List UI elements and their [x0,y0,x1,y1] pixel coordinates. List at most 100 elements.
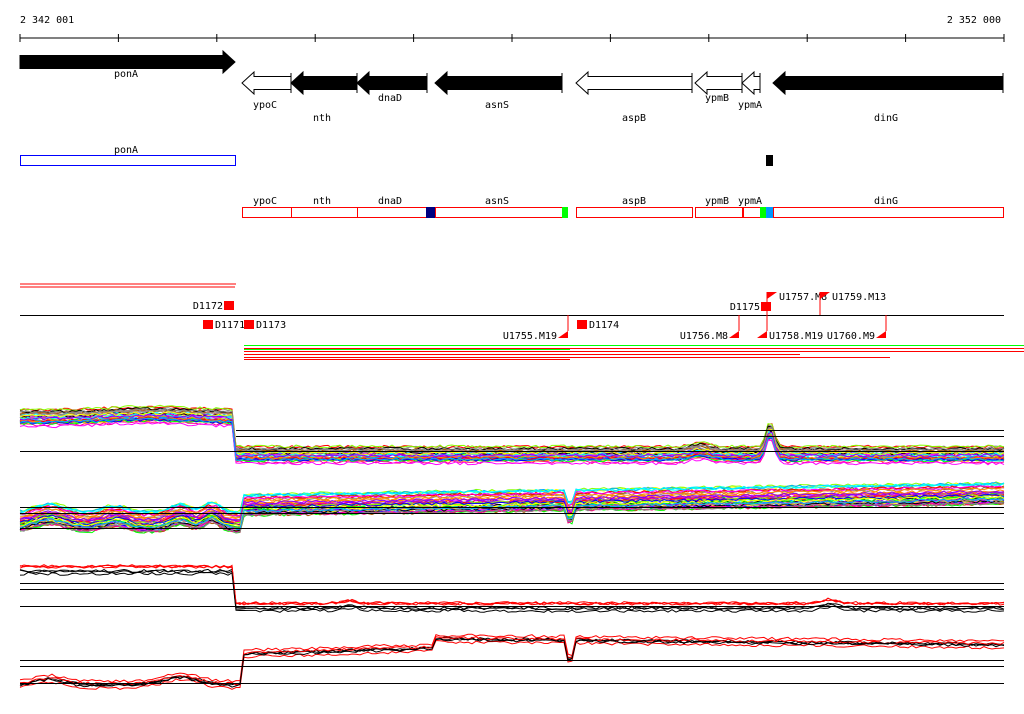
navy-marker [426,207,435,218]
pona-box-label: ponA [114,145,138,156]
expression-series [19,495,1005,528]
gene-arrow-dnaD[interactable] [356,70,428,96]
operon-box-dinG[interactable] [773,207,1004,218]
expression-series [19,564,1005,606]
expression-series [19,501,1005,534]
gene-arrow-aspB[interactable] [575,70,693,96]
feature-track: D1172 D1175 U1757.M8 U1759.M13 D1171 D1173 U17… [20,283,1024,360]
gene-track: ponA ypoC nth dnaD asnS aspB ypmB ypmA dinG [19,49,1004,124]
gene-arrow-ypmA[interactable] [741,70,761,96]
scale-ticks [19,34,1005,42]
operon-label-aspB: aspB [622,196,646,207]
operon-label-dinG: dinG [874,196,898,207]
expression-track-1 [19,404,1005,466]
expression-tracks [19,404,1005,690]
gene-label-ponA: ponA [114,69,138,80]
operon-label-ypmB: ypmB [705,196,729,207]
expression-series [19,571,1005,613]
feature-marker-D1173[interactable] [244,320,254,329]
feature-marker-D1174[interactable] [577,320,587,329]
expression-series [19,417,1004,462]
pona-box[interactable] [20,155,236,166]
gene-label-ypoC: ypoC [253,100,277,111]
operon-box-asnS[interactable] [435,207,563,218]
operon-box-aspB[interactable] [576,207,693,218]
gene-label-dinG: dinG [874,113,898,124]
gene-arrow-ypoC[interactable] [241,70,292,96]
gene-arrow-nth[interactable] [290,70,358,96]
feature-coverage [244,345,1024,360]
feature-marker-U1755.M19[interactable] [558,331,568,338]
expression-series [19,493,1005,526]
gene-label-ypmA: ypmA [738,100,762,111]
scale-start-label: 2 342 001 [20,15,74,26]
scale-end-label: 2 352 000 [947,15,1001,26]
feature-marker-U1756.M8[interactable] [729,331,739,338]
operon-label-dnaD: dnaD [378,196,402,207]
operon-track: ypoC nth dnaD asnS aspB ypmB ypmA dinG [242,196,1004,218]
green-marker [760,207,766,218]
expression-series [19,410,1005,456]
gene-arrow-asnS[interactable] [434,70,563,96]
operon-box-ypmB[interactable] [695,207,743,218]
expression-series [19,413,1005,458]
expression-track-2 [19,481,1005,534]
feature-marker-U1758.M19[interactable] [757,331,767,338]
expression-series [19,568,1005,610]
feature-label-U1759.M13: U1759.M13 [832,292,886,303]
feature-label-U1757.M8: U1757.M8 [779,292,827,303]
feature-label-D1171: D1171 [215,320,245,331]
feature-label-U1758.M19: U1758.M19 [769,331,823,342]
feature-marker-D1175[interactable] [761,302,771,311]
feature-label-D1172: D1172 [193,301,223,312]
feature-label-D1174: D1174 [589,320,619,331]
operon-box-ypoC[interactable] [242,207,292,218]
expression-series [19,639,1005,690]
feature-label-U1755.M19: U1755.M19 [503,331,557,342]
gene-label-aspB: aspB [622,113,646,124]
green-marker [562,207,568,218]
gene-label-nth: nth [313,113,331,124]
expression-series [19,501,1005,533]
gene-label-dnaD: dnaD [378,93,402,104]
feature-markers: D1172 D1175 U1757.M8 U1759.M13 D1171 D1173 U17… [193,292,887,342]
gene-arrow-ponA[interactable] [19,49,236,75]
expression-series [19,405,1005,450]
scale-ruler: 2 342 001 2 352 000 [19,15,1005,42]
expression-series [19,490,1005,522]
black-marker [766,155,773,166]
feature-label-D1173: D1173 [256,320,286,331]
feature-label-U1756.M8: U1756.M8 [680,331,728,342]
expression-series [19,633,1005,684]
feature-label-D1175: D1175 [730,302,760,313]
expression-series [19,482,1005,515]
feature-marker-U1757.M8[interactable] [767,292,777,299]
pona-track: ponA [20,145,773,166]
gene-label-asnS: asnS [485,100,509,111]
expression-track-4 [19,633,1005,690]
feature-label-U1760.M9: U1760.M9 [827,331,875,342]
blue-marker [766,207,773,218]
operon-label-ypoC: ypoC [253,196,277,207]
feature-marker-D1171[interactable] [203,320,213,329]
feature-marker-U1760.M9[interactable] [876,331,886,338]
operon-box-nth[interactable] [291,207,358,218]
expression-series [19,422,1005,466]
operon-label-asnS: asnS [485,196,509,207]
feature-marker-D1172[interactable] [224,301,234,310]
gene-arrow-ypmB[interactable] [694,70,743,96]
feature-marker-U1759.M13[interactable] [820,292,830,299]
operon-label-ypmA: ypmA [738,196,762,207]
expression-track-3 [19,564,1005,613]
expression-series [19,407,1005,452]
operon-box-dnaD[interactable] [357,207,428,218]
operon-label-nth: nth [313,196,331,207]
gene-label-ypmB: ypmB [705,93,729,104]
expression-series [19,415,1005,460]
expression-series [19,404,1005,449]
expression-series [19,564,1004,606]
gene-arrow-dinG[interactable] [772,70,1004,96]
expression-series [19,638,1005,688]
